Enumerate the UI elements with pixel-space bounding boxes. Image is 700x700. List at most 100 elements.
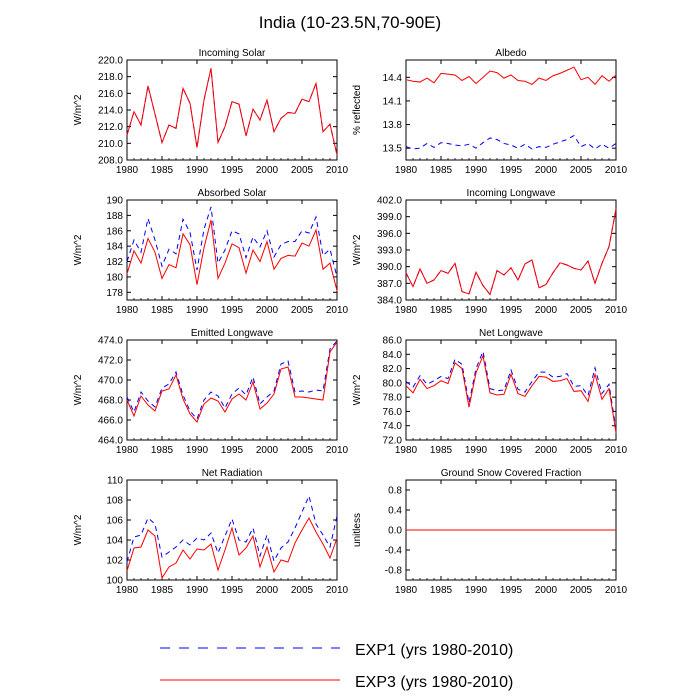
y-tick-label: 468.0 [98, 396, 123, 407]
y-axis-label: W/m^2 [73, 514, 84, 545]
y-axis-label: W/m^2 [73, 94, 84, 125]
x-tick-label: 2000 [535, 305, 558, 316]
y-tick-label: 220.0 [98, 56, 123, 67]
x-tick-label: 2005 [291, 445, 314, 456]
x-tick-label: 1980 [395, 305, 418, 316]
x-tick-label: 1995 [500, 445, 523, 456]
x-tick-label: 2000 [256, 445, 279, 456]
legend-label-exp3: EXP3 (yrs 1980-2010) [355, 674, 513, 691]
x-tick-label: 1995 [221, 585, 244, 596]
y-tick-label: 393.0 [377, 246, 402, 257]
y-axis-label: unitless [352, 513, 363, 547]
x-tick-label: 1990 [465, 585, 488, 596]
plot-frame [126, 59, 338, 161]
y-tick-label: 78.0 [383, 393, 403, 404]
x-tick-label: 1990 [465, 445, 488, 456]
panel-ground-snow-covered-fraction: Ground Snow Covered Fraction unitless 1980… [352, 468, 628, 596]
plot-frame [405, 199, 617, 301]
y-tick-label: 216.0 [98, 89, 123, 100]
x-tick-label: 1980 [116, 305, 139, 316]
series-line-exp3 [405, 66, 617, 86]
legend-label-exp1: EXP1 (yrs 1980-2010) [355, 642, 513, 659]
y-axis-label: W/m^2 [352, 234, 363, 265]
x-tick-label: 1980 [395, 585, 418, 596]
series-line-exp1 [405, 134, 617, 150]
x-tick-label: 1995 [221, 165, 244, 176]
x-tick-label: 1995 [500, 585, 523, 596]
y-tick-label: 470.0 [98, 376, 123, 387]
y-tick-label: 396.0 [377, 229, 402, 240]
x-tick-label: 1990 [186, 165, 209, 176]
x-tick-label: 1990 [186, 305, 209, 316]
plot-frame [126, 199, 338, 301]
panel-title: Absorbed Solar [198, 188, 268, 199]
y-tick-label: 214.0 [98, 106, 123, 117]
x-tick-label: 1985 [430, 305, 453, 316]
series-line-exp1 [405, 208, 617, 296]
y-tick-label: 108 [106, 496, 123, 507]
x-tick-label: 2000 [535, 165, 558, 176]
x-tick-label: 1985 [151, 165, 174, 176]
x-tick-label: 1985 [430, 585, 453, 596]
y-tick-label: 110 [107, 476, 123, 487]
x-tick-label: 2005 [570, 305, 593, 316]
x-tick-label: 2010 [605, 445, 628, 456]
x-tick-label: 2005 [291, 305, 314, 316]
y-tick-label: 0.0 [388, 526, 402, 537]
y-tick-label: 190 [106, 196, 123, 207]
x-tick-label: 2005 [291, 585, 314, 596]
panel-title: Albedo [495, 48, 527, 59]
y-axis-label: % reflected [352, 85, 363, 135]
x-tick-label: 1995 [500, 305, 523, 316]
y-tick-label: 86.0 [383, 336, 403, 347]
y-tick-label: 14.1 [383, 96, 403, 107]
y-tick-label: 13.5 [383, 144, 403, 155]
y-tick-label: 474.0 [98, 336, 123, 347]
x-tick-label: 1995 [500, 165, 523, 176]
y-axis-label: W/m^2 [352, 374, 363, 405]
panel-title: Incoming Longwave [467, 188, 556, 199]
y-tick-label: 102 [106, 556, 123, 567]
series-line-exp3 [405, 353, 617, 433]
series-line-exp1 [126, 206, 338, 278]
y-tick-label: 0.4 [388, 506, 402, 517]
x-tick-label: 1985 [151, 585, 174, 596]
y-tick-label: 106 [106, 516, 123, 527]
x-tick-label: 1980 [395, 445, 418, 456]
plot-frame [126, 479, 338, 581]
x-tick-label: 2010 [605, 165, 628, 176]
x-tick-label: 1995 [221, 305, 244, 316]
series-line-exp3 [126, 219, 338, 291]
y-tick-label: 72.0 [383, 436, 403, 447]
y-tick-label: 180 [106, 272, 123, 283]
x-tick-label: 1990 [186, 445, 209, 456]
y-tick-label: 212.0 [98, 122, 123, 133]
y-axis-label: W/m^2 [73, 234, 84, 265]
series-line-exp1 [405, 349, 617, 430]
y-tick-label: 13.8 [383, 120, 403, 131]
x-tick-label: 2000 [256, 585, 279, 596]
y-tick-label: -0.8 [385, 566, 403, 577]
x-tick-label: 1985 [151, 445, 174, 456]
panels: Incoming Solar W/m^2 1980 1985 1990 1995 2000 2… [73, 48, 628, 596]
y-tick-label: 74.0 [383, 421, 403, 432]
panel-albedo: Albedo % reflected 1980 1985 1990 1995 2000 200… [352, 48, 628, 176]
panel-emitted-longwave: Emitted Longwave W/m^2 1980 1985 1990 1995 200… [73, 328, 349, 456]
y-tick-label: 208.0 [98, 156, 123, 167]
y-tick-label: 218.0 [98, 72, 123, 83]
x-tick-label: 2010 [605, 305, 628, 316]
y-tick-label: 186 [106, 226, 123, 237]
y-tick-label: 82.0 [383, 364, 403, 375]
y-tick-label: 184 [106, 242, 123, 253]
y-tick-label: 384.0 [377, 296, 402, 307]
y-tick-label: 390.0 [377, 262, 402, 273]
x-tick-label: 2010 [605, 585, 628, 596]
y-tick-label: 100 [106, 576, 123, 587]
y-tick-label: 466.0 [98, 416, 123, 427]
series-line-exp1 [126, 340, 338, 420]
x-tick-label: 2000 [256, 305, 279, 316]
panel-incoming-longwave: Incoming Longwave W/m^2 1980 1985 1990 1995 20… [352, 188, 628, 316]
series-line-exp3 [126, 516, 338, 580]
x-tick-label: 2000 [256, 165, 279, 176]
